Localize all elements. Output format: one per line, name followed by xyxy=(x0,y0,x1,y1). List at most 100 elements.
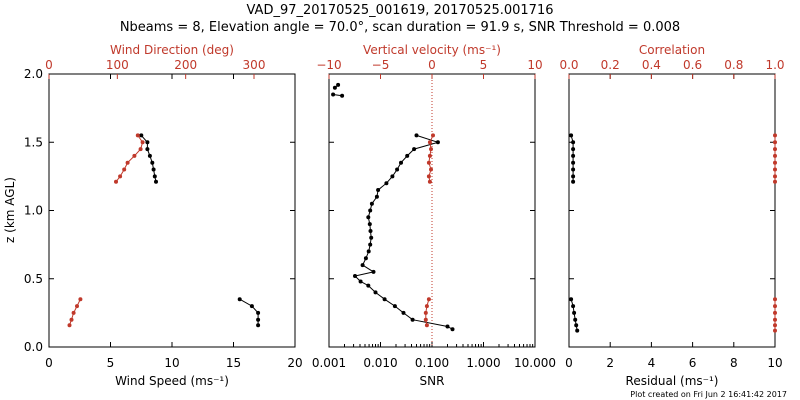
data-point xyxy=(435,140,440,145)
data-point xyxy=(135,133,140,138)
data-point xyxy=(114,179,118,184)
panel-wind: 0 5 10 15 20 Wind Speed (ms⁻¹) 0 100 200 300 Wind … xyxy=(24,43,303,388)
data-point xyxy=(384,181,389,186)
plot-frame xyxy=(568,73,776,348)
data-point xyxy=(353,274,357,278)
plot-frame xyxy=(48,73,296,348)
series-correlation xyxy=(773,133,777,333)
bottom-tick-label: 10 xyxy=(767,356,782,370)
panel-residual: 0 2 4 6 8 10 Residual (ms⁻¹) 0.0 0.2 0.4 0.6 0.8 1.0… xyxy=(559,43,784,388)
data-point xyxy=(132,153,137,158)
bottom-tick-label: 10 xyxy=(164,356,179,370)
data-point xyxy=(376,188,381,192)
top-tick-label: 5 xyxy=(480,58,488,72)
top-tick-label: 0.4 xyxy=(642,58,661,72)
data-point xyxy=(390,174,395,179)
data-point xyxy=(331,92,336,97)
data-point xyxy=(369,235,374,240)
bottom-tick-label: 20 xyxy=(287,356,302,370)
data-point xyxy=(336,82,341,87)
data-point xyxy=(368,208,373,213)
data-point xyxy=(773,317,777,322)
data-point xyxy=(450,327,455,332)
top-tick-label: 100 xyxy=(106,58,129,72)
top-axis-label: Correlation xyxy=(639,43,705,57)
series-line xyxy=(239,298,259,326)
bottom-tick-label: 10.000 xyxy=(514,356,556,370)
data-point xyxy=(256,317,261,322)
bottom-tick-label: 15 xyxy=(226,356,241,370)
data-point xyxy=(773,174,777,179)
data-point xyxy=(138,147,143,152)
data-point xyxy=(445,324,450,329)
bottom-tick-label: 2 xyxy=(606,356,614,370)
data-point xyxy=(69,317,74,322)
data-point xyxy=(75,304,79,309)
data-point xyxy=(373,290,378,295)
data-point xyxy=(366,249,371,254)
data-point xyxy=(118,174,123,179)
data-point xyxy=(401,310,406,315)
data-point xyxy=(360,263,365,268)
data-point xyxy=(145,147,150,152)
data-point xyxy=(152,174,157,179)
data-point xyxy=(427,140,432,145)
y-tick-label: 0.0 xyxy=(24,340,43,354)
data-point xyxy=(773,297,777,302)
data-point xyxy=(569,297,574,302)
data-point xyxy=(366,283,371,288)
top-tick-label: 0.8 xyxy=(724,58,743,72)
bottom-tick-label: 4 xyxy=(648,356,656,370)
top-tick-label: −10 xyxy=(316,58,341,72)
bottom-tick-label: 0 xyxy=(45,356,53,370)
data-point xyxy=(340,93,345,98)
top-axis-label: Vertical velocity (ms⁻¹) xyxy=(363,43,501,57)
plot-created-footer: Plot created on Fri Jun 2 16:41:42 2017 xyxy=(630,390,787,399)
bottom-axis-label: Residual (ms⁻¹) xyxy=(626,374,719,388)
data-point xyxy=(67,323,72,328)
series-wind-speed xyxy=(139,133,261,328)
data-point xyxy=(256,310,261,315)
bottom-tick-label: 0.010 xyxy=(363,356,397,370)
data-point xyxy=(368,242,373,247)
series-residual xyxy=(569,133,580,333)
bottom-tick-label: 1.000 xyxy=(466,356,500,370)
y-axis-label: z (km AGL) xyxy=(3,177,17,243)
series-vertical-velocity xyxy=(423,133,435,328)
data-point xyxy=(399,160,403,165)
data-point xyxy=(574,323,579,328)
data-point xyxy=(429,167,433,172)
data-point xyxy=(412,147,417,152)
data-point xyxy=(256,323,261,328)
data-point xyxy=(773,167,777,172)
data-point xyxy=(382,297,387,302)
data-point xyxy=(424,304,429,309)
data-point xyxy=(569,133,574,138)
y-tick-label: 0.5 xyxy=(24,272,43,286)
data-point xyxy=(773,160,777,165)
data-point xyxy=(414,133,419,138)
data-point xyxy=(575,328,580,333)
top-tick-label: 0 xyxy=(45,58,53,72)
data-point xyxy=(395,167,400,172)
data-point xyxy=(426,160,431,165)
data-point xyxy=(368,229,373,233)
top-tick-label: −5 xyxy=(372,58,390,72)
data-point xyxy=(405,153,410,158)
data-point xyxy=(427,153,432,158)
plot-frame xyxy=(328,73,536,348)
data-point xyxy=(427,179,432,184)
data-point xyxy=(426,174,431,179)
data-point xyxy=(249,304,254,309)
data-point xyxy=(429,147,433,152)
bottom-tick-label: 6 xyxy=(689,356,697,370)
data-point xyxy=(773,323,777,328)
data-point xyxy=(773,304,777,309)
series-wind-direction xyxy=(67,133,145,328)
bottom-tick-label: 0.100 xyxy=(415,356,449,370)
chart-title: VAD_97_20170525_001619, 20170525.001716 xyxy=(247,3,554,18)
data-point xyxy=(139,133,144,138)
data-point xyxy=(332,85,337,90)
data-point xyxy=(392,304,397,309)
data-point xyxy=(150,160,155,165)
